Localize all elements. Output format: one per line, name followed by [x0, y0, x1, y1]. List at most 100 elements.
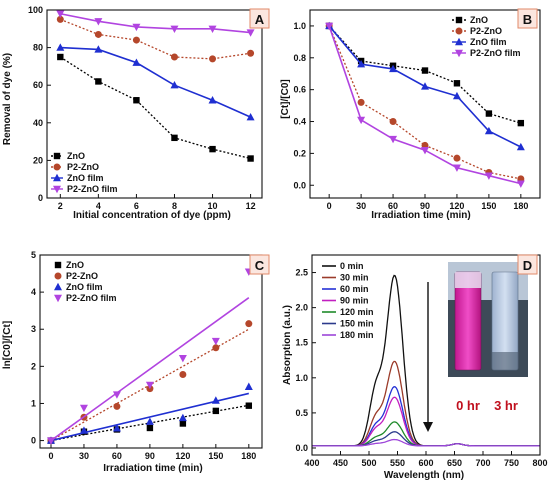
data-point	[132, 58, 141, 66]
panel-d-absorption-spectra: Wavelength (nm) Absorption (a.u.) 0 hr 3…	[282, 254, 548, 481]
data-point	[246, 112, 255, 121]
y-tick-label: 20	[33, 155, 43, 165]
data-point	[56, 43, 65, 51]
data-point	[56, 15, 64, 23]
panel-d-ylabel: Absorption (a.u.)	[282, 305, 293, 385]
data-point	[247, 49, 255, 57]
x-tick-label: 0	[327, 201, 332, 211]
y-tick-label: 0.0	[293, 180, 306, 190]
y-tick-label: 0.6	[293, 85, 306, 95]
photo-label-3hr: 3 hr	[494, 398, 518, 413]
data-point	[357, 59, 366, 68]
y-tick-label: 1.0	[295, 373, 308, 383]
data-point	[389, 64, 398, 73]
x-tick-label: 8	[172, 201, 177, 211]
data-point	[389, 135, 398, 144]
x-tick-label: 4	[96, 201, 101, 211]
data-point	[146, 424, 154, 432]
x-tick-label: 120	[175, 451, 190, 461]
data-point	[357, 116, 366, 125]
data-point	[133, 97, 140, 104]
data-point	[211, 337, 220, 346]
data-point	[453, 154, 461, 162]
data-point	[145, 417, 154, 425]
legend-label: ZnO	[470, 15, 488, 25]
legend-marker	[53, 173, 61, 182]
y-tick-label: 4	[31, 287, 36, 297]
data-point	[484, 126, 493, 135]
series-line	[60, 46, 251, 118]
x-tick-label: 12	[246, 201, 256, 211]
x-tick-label: 30	[79, 451, 89, 461]
legend-label: 90 min	[340, 296, 369, 306]
legend-marker	[54, 272, 62, 280]
legend-label: P2-ZnO film	[66, 293, 117, 303]
data-point	[421, 82, 429, 90]
panel-d-xlabel: Wavelength (nm)	[384, 470, 464, 481]
legend-label: ZnO	[67, 151, 85, 161]
legend-marker	[455, 37, 463, 46]
data-point	[145, 381, 154, 390]
x-tick-label: 550	[390, 458, 405, 468]
data-point	[170, 81, 179, 89]
x-tick-label: 750	[504, 458, 519, 468]
legend-label: 0 min	[340, 261, 364, 271]
data-point	[112, 391, 121, 399]
data-point	[57, 53, 64, 61]
legend-marker	[54, 261, 62, 269]
x-tick-label: 120	[449, 201, 464, 211]
legend-marker	[54, 294, 62, 303]
x-tick-label: 150	[208, 451, 223, 461]
data-point	[132, 36, 140, 44]
y-tick-label: 40	[33, 118, 43, 128]
series-line	[59, 56, 251, 160]
legend-label: ZnO film	[66, 282, 103, 292]
data-point	[246, 29, 255, 37]
data-point	[79, 404, 88, 413]
legend-marker	[455, 27, 463, 35]
x-tick-label: 90	[420, 201, 430, 211]
data-point	[212, 407, 220, 415]
y-tick-label: 80	[33, 43, 43, 53]
data-point	[453, 80, 461, 87]
y-tick-label: 1.0	[293, 21, 306, 31]
data-point	[247, 155, 254, 162]
x-tick-label: 800	[532, 458, 547, 468]
data-point	[178, 413, 187, 422]
data-point	[179, 420, 187, 427]
data-point	[211, 396, 220, 404]
x-tick-label: 650	[447, 458, 462, 468]
data-point	[132, 23, 141, 32]
legend-marker	[53, 152, 61, 160]
x-tick-label: 60	[388, 201, 398, 211]
x-tick-label: 90	[145, 451, 155, 461]
legend-label: P2-ZnO	[470, 26, 502, 36]
y-tick-label: 0.0	[295, 443, 308, 453]
panel-badges: A B C D	[249, 8, 538, 275]
x-tick-label: 10	[208, 201, 218, 211]
y-tick-label: 0	[31, 436, 36, 446]
legend-label: P2-ZnO film	[470, 48, 521, 58]
decrease-arrow-head	[423, 422, 433, 432]
data-point	[421, 67, 429, 74]
data-point	[452, 91, 461, 100]
data-point	[46, 437, 55, 445]
data-point	[325, 22, 334, 31]
y-tick-label: 0.8	[293, 53, 306, 63]
cuvette-photo: 0 hr 3 hr	[448, 262, 528, 413]
legend-label: P2-ZnO	[66, 271, 98, 281]
data-point	[94, 30, 102, 38]
x-tick-label: 0	[48, 451, 53, 461]
data-point	[95, 78, 102, 85]
legend-label: P2-ZnO film	[67, 184, 118, 194]
legend-marker	[53, 163, 61, 171]
y-tick-label: 2	[31, 361, 36, 371]
panel-b-ylabel: [Ct]/[C0]	[280, 79, 291, 118]
data-point	[517, 119, 525, 127]
panel-b-ct-c0-vs-time: Irradiation time (min) [Ct]/[C0] 0 30 60 90…	[280, 9, 541, 221]
data-point	[113, 402, 121, 410]
panel-c-ylabel: ln[C0]/[Ct]	[2, 321, 13, 369]
spectrum-line	[312, 438, 540, 447]
x-tick-label: 60	[112, 451, 122, 461]
